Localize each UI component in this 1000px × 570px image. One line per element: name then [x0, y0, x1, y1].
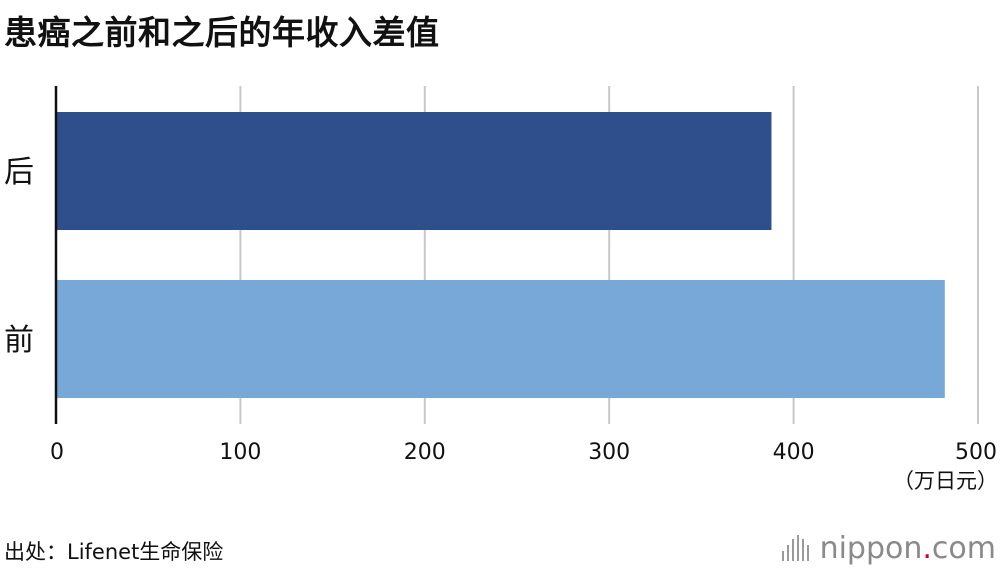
unit-label: （万日元） [893, 469, 998, 493]
category-label: 后 [4, 155, 34, 190]
bars [56, 112, 945, 398]
x-tick-label: 0 [50, 440, 64, 465]
nippon-logo: nippon. com [781, 528, 996, 568]
labels: 0 100 200 300 400 500 后前 （万日元） [4, 155, 998, 493]
category-label: 前 [4, 323, 34, 358]
chart-title: 患癌之前和之后的年收入差值 [4, 13, 440, 52]
x-tick-label: 400 [773, 440, 815, 465]
nippon-bars-icon [781, 535, 812, 561]
bar-before [56, 280, 945, 398]
bar-after [56, 112, 772, 230]
x-tick-label: 300 [588, 440, 630, 465]
brand-name: nippon [819, 530, 923, 566]
x-tick-label: 200 [404, 440, 446, 465]
brand-dot: . [922, 530, 932, 566]
brand-tld: com [931, 530, 996, 566]
x-tick-label: 500 [955, 440, 997, 465]
x-tick-label: 100 [219, 440, 261, 465]
source-note: 出处：Lifenet生命保险 [4, 540, 224, 564]
